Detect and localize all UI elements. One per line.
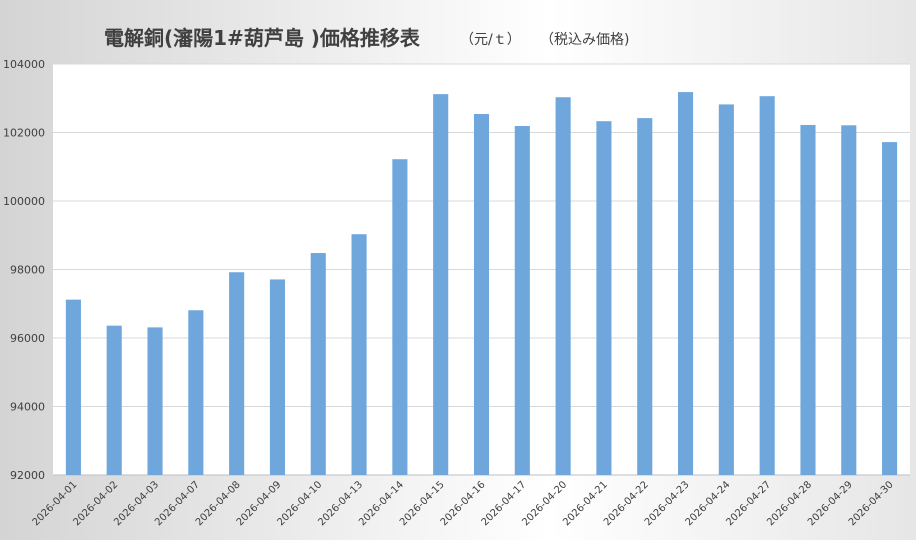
bar: [229, 272, 245, 475]
bar: [433, 94, 449, 475]
bar: [677, 92, 694, 476]
bar: [637, 118, 653, 476]
bar: [718, 104, 734, 475]
bar: [759, 96, 775, 475]
chart-note-label: （税込み価格): [540, 32, 630, 48]
bar: [188, 310, 204, 475]
chart-title: 電解銅(瀋陽1#葫芦島 )価格推移表: [104, 26, 420, 50]
bar: [555, 97, 571, 475]
bar: [473, 114, 490, 475]
bar: [269, 279, 286, 475]
y-tick-label: 96000: [10, 332, 45, 345]
bar: [65, 299, 81, 475]
y-tick-label: 100000: [3, 195, 45, 208]
bar: [596, 121, 612, 475]
y-tick-label: 92000: [10, 469, 45, 482]
bar: [800, 124, 816, 475]
bar: [841, 125, 857, 476]
y-tick-label: 104000: [3, 58, 45, 71]
chart-unit-label: （元/ｔ）: [460, 32, 521, 48]
y-axis-ticks: 92000 94000 96000 98000 100000 102000 104000: [3, 58, 45, 482]
bar: [147, 327, 163, 475]
y-tick-label: 102000: [3, 127, 45, 140]
y-tick-label: 94000: [10, 401, 45, 414]
bar: [514, 125, 530, 476]
y-tick-label: 98000: [10, 264, 45, 277]
bar: [106, 325, 122, 475]
bar-series: [65, 92, 898, 476]
x-axis-ticks: 2026-04-012026-04-022026-04-032026-04-07…: [31, 479, 896, 528]
bar: [351, 234, 367, 475]
bar: [392, 159, 408, 475]
bar: [882, 142, 898, 475]
bar: [310, 253, 326, 475]
